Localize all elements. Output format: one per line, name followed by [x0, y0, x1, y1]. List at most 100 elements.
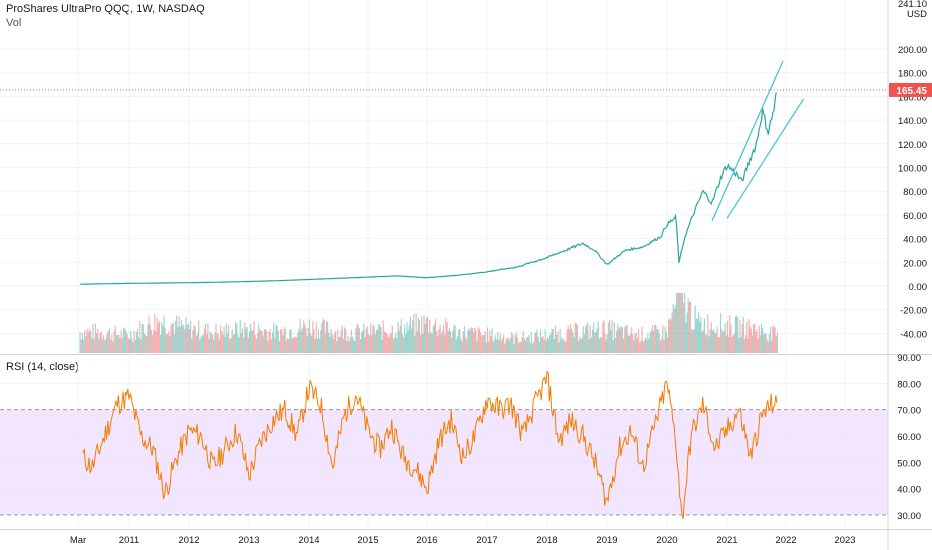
volume-bar: [701, 331, 703, 353]
volume-bar: [260, 330, 262, 353]
volume-bar: [662, 325, 664, 353]
volume-bar: [438, 329, 440, 353]
volume-bar: [757, 338, 759, 353]
volume-bar: [467, 330, 469, 353]
volume-bar: [151, 334, 154, 353]
volume-bar: [338, 336, 340, 353]
time-x-axis[interactable]: Mar 2011 2012 2013 2014 2015 2016 2017 2018 2019 2…: [70, 535, 856, 546]
rsi-tick-label: 90.00: [897, 353, 921, 364]
volume-bar: [334, 331, 337, 353]
volume-bar: [504, 343, 506, 353]
volume-bar: [548, 338, 550, 353]
volume-bar: [192, 330, 194, 353]
volume-bar: [210, 333, 212, 353]
volume-bar: [561, 338, 564, 353]
volume-bar: [183, 324, 185, 353]
volume-bar: [365, 328, 367, 353]
volume-bar: [216, 333, 218, 353]
volume-bar: [685, 322, 687, 353]
volume-bar: [148, 316, 150, 353]
volume-bar: [336, 341, 338, 353]
volume-bar: [213, 339, 215, 353]
volume-bar: [595, 331, 597, 353]
volume-bar: [698, 311, 700, 353]
volume-bar: [642, 340, 644, 353]
volume-bar: [233, 334, 236, 353]
volume-bar: [501, 338, 504, 353]
rsi-y-axis[interactable]: 30.00 40.00 50.00 60.00 70.00 80.00 90.00: [897, 353, 921, 522]
volume-bar: [92, 323, 94, 353]
volume-bar: [273, 322, 275, 353]
volume-bar: [647, 333, 649, 353]
volume-bar: [398, 330, 400, 353]
volume-bar: [308, 319, 311, 353]
volume-bar: [459, 328, 461, 353]
volume-bar: [399, 325, 401, 353]
x-tick-label: 2012: [178, 535, 199, 546]
volume-bar: [156, 317, 158, 353]
rsi-line: [82, 370, 778, 520]
volume-bar: [186, 325, 188, 353]
volume-bar: [364, 337, 366, 353]
volume-bar: [121, 338, 124, 353]
volume-bar: [644, 337, 647, 353]
volume-bar: [185, 317, 187, 353]
volume-bar: [764, 333, 766, 353]
volume-bar: [118, 334, 120, 353]
volume-bar: [486, 327, 489, 353]
volume-bar: [384, 332, 387, 353]
volume-bar: [311, 335, 313, 353]
volume-bar: [275, 325, 277, 353]
volume-bar: [567, 325, 569, 353]
volume-bar: [333, 333, 336, 353]
volume-bar: [351, 336, 354, 353]
volume-bar: [146, 336, 148, 353]
volume-bar: [268, 331, 270, 353]
volume-bar: [285, 340, 287, 353]
volume-bar: [160, 334, 162, 353]
trend-channel[interactable]: [711, 60, 805, 222]
volume-bar: [396, 338, 398, 353]
volume-bar: [431, 334, 433, 353]
volume-bar: [359, 338, 362, 353]
volume-bar: [406, 322, 408, 353]
volume-bar: [388, 337, 390, 353]
volume-bar: [147, 324, 149, 353]
volume-bar: [594, 333, 596, 353]
price-tick-label: 40.00: [903, 235, 927, 246]
volume-bar: [613, 322, 615, 353]
volume-bar: [456, 336, 459, 353]
volume-bar: [631, 327, 633, 353]
volume-bar: [297, 332, 299, 353]
volume-bar: [304, 324, 306, 353]
price-y-axis[interactable]: -40.00 -20.00 0.00 20.00 40.00 60.00 80.00 100.…: [889, 0, 932, 340]
volume-bar: [703, 318, 705, 353]
volume-bar: [628, 335, 630, 353]
volume-bar: [236, 324, 238, 353]
volume-bar: [765, 333, 767, 353]
volume-bar: [714, 332, 716, 353]
volume-bar: [193, 326, 195, 353]
volume-bar: [664, 327, 666, 353]
volume-bar: [214, 332, 216, 353]
volume-bar: [307, 328, 309, 353]
volume-bar: [170, 325, 172, 353]
rsi-tick-label: 70.00: [897, 406, 921, 417]
volume-bar: [710, 322, 712, 353]
volume-bar: [478, 328, 480, 353]
volume-bar: [331, 333, 333, 353]
volume-bar: [221, 331, 223, 353]
volume-bar: [94, 323, 96, 353]
volume-bar: [428, 333, 430, 353]
volume-bar: [508, 340, 510, 353]
channel-lower-line: [726, 98, 805, 219]
volume-bar: [605, 339, 607, 353]
volume-bar: [397, 321, 399, 353]
volume-bar: [95, 333, 98, 353]
volume-bar: [489, 330, 491, 353]
volume-bar: [375, 329, 377, 353]
volume-bar: [514, 335, 516, 353]
volume-bar: [497, 332, 499, 353]
volume-bar: [521, 337, 523, 353]
